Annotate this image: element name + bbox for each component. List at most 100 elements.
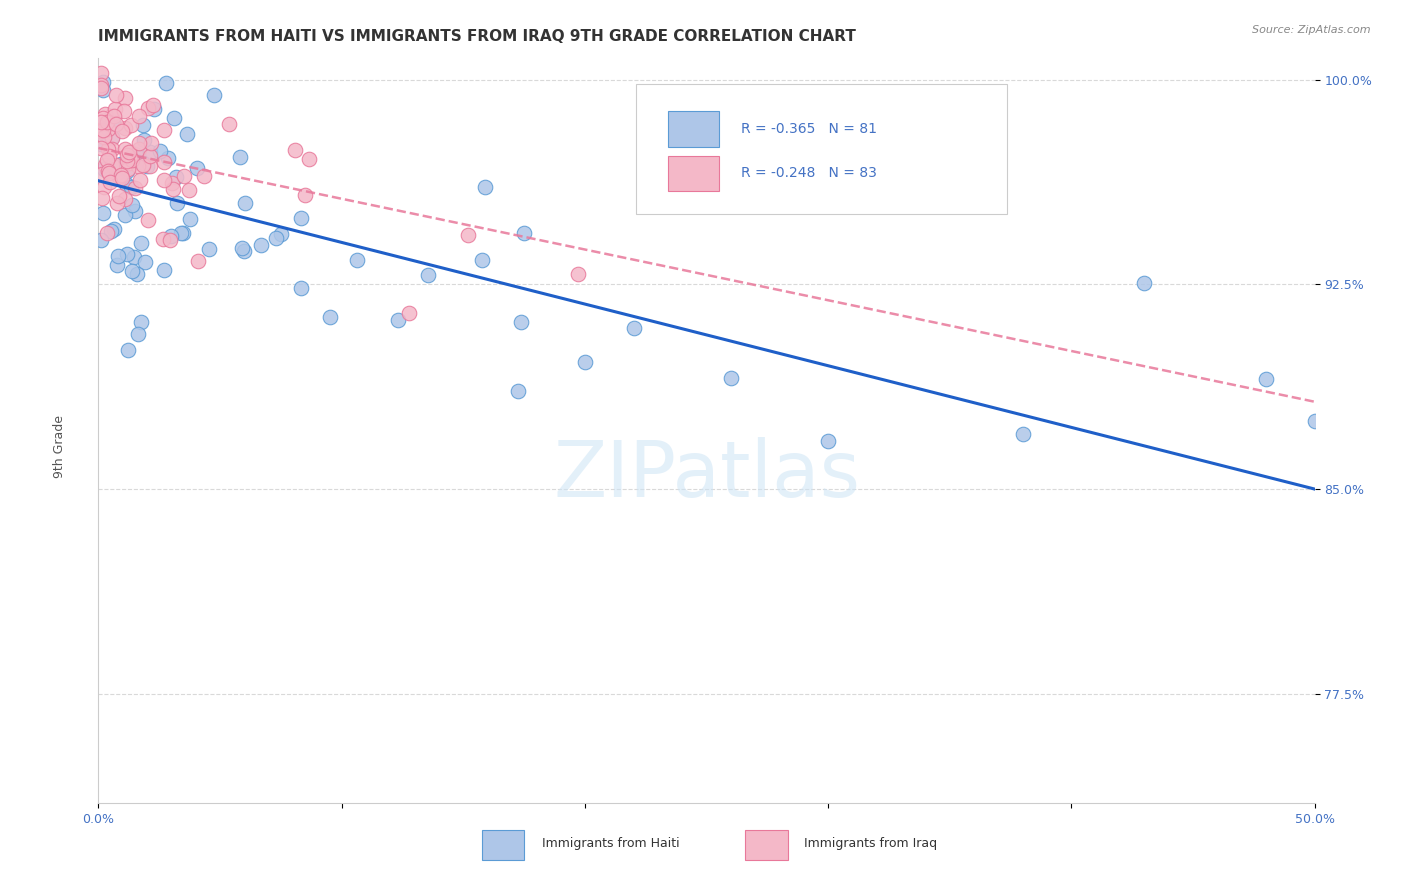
Point	[91, 205, 114, 219]
Point	[117, 343, 139, 357]
Point	[176, 127, 198, 141]
Point	[298, 152, 321, 166]
Point	[97, 122, 120, 136]
Point	[118, 145, 141, 159]
Point	[93, 180, 115, 194]
Text: R = -0.248   N = 83: R = -0.248 N = 83	[741, 167, 876, 180]
Point	[96, 153, 118, 167]
Point	[152, 263, 174, 277]
Point	[153, 122, 176, 136]
Point	[121, 198, 143, 212]
Point	[96, 115, 118, 129]
Point	[91, 123, 114, 137]
Point	[90, 136, 112, 151]
Point	[125, 267, 148, 281]
Point	[91, 111, 114, 125]
Point	[107, 250, 129, 264]
Point	[156, 151, 179, 165]
Point	[111, 124, 134, 138]
Point	[128, 150, 150, 164]
Point	[110, 157, 132, 171]
Point	[94, 107, 117, 121]
Point	[97, 163, 120, 178]
Point	[136, 212, 159, 227]
FancyBboxPatch shape	[745, 830, 787, 860]
Point	[90, 191, 112, 205]
Point	[98, 166, 121, 180]
Text: R = -0.365   N = 81: R = -0.365 N = 81	[741, 121, 876, 136]
Point	[135, 159, 157, 173]
Point	[90, 233, 112, 247]
Point	[124, 146, 146, 161]
Point	[90, 80, 112, 95]
FancyBboxPatch shape	[481, 830, 524, 860]
Point	[172, 226, 194, 240]
Point	[101, 130, 124, 145]
Point	[97, 142, 120, 156]
Text: 9th Grade: 9th Grade	[52, 415, 66, 477]
Point	[139, 159, 162, 173]
Text: Immigrants from Iraq: Immigrants from Iraq	[804, 838, 936, 850]
Point	[166, 196, 188, 211]
Point	[143, 102, 166, 116]
Point	[162, 182, 184, 196]
Point	[474, 179, 496, 194]
Point	[96, 226, 118, 240]
Point	[125, 154, 148, 169]
Point	[108, 189, 131, 203]
Point	[193, 169, 215, 183]
Point	[160, 176, 183, 190]
Point	[107, 258, 129, 272]
Point	[114, 120, 136, 135]
Point	[229, 150, 252, 164]
Point	[132, 119, 155, 133]
Point	[471, 253, 494, 268]
Point	[100, 223, 122, 237]
Point	[115, 164, 138, 178]
Point	[101, 158, 124, 172]
Point	[233, 244, 256, 258]
Point	[118, 150, 141, 164]
Text: ZIPatlas: ZIPatlas	[553, 437, 860, 513]
Point	[128, 109, 150, 123]
Point	[117, 154, 139, 169]
Point	[134, 255, 156, 269]
Point	[233, 195, 256, 210]
Point	[120, 153, 142, 167]
Point	[114, 192, 136, 206]
Point	[457, 227, 479, 242]
Point	[179, 212, 201, 227]
Point	[111, 170, 134, 185]
Point	[294, 188, 316, 202]
Point	[132, 133, 155, 147]
Point	[90, 65, 112, 79]
Point	[169, 227, 191, 241]
Point	[398, 306, 420, 320]
FancyBboxPatch shape	[668, 155, 718, 191]
Text: IMMIGRANTS FROM HAITI VS IMMIGRANTS FROM IRAQ 9TH GRADE CORRELATION CHART: IMMIGRANTS FROM HAITI VS IMMIGRANTS FROM…	[98, 29, 856, 45]
Point	[290, 281, 312, 295]
Point	[120, 118, 142, 132]
Text: Source: ZipAtlas.com: Source: ZipAtlas.com	[1253, 25, 1371, 35]
Point	[121, 264, 143, 278]
Point	[264, 231, 287, 245]
Point	[149, 144, 172, 158]
Point	[121, 153, 143, 167]
Point	[387, 313, 409, 327]
Point	[136, 102, 159, 116]
Point	[114, 142, 136, 156]
Point	[124, 181, 146, 195]
Point	[90, 167, 112, 181]
Point	[105, 196, 128, 211]
Point	[129, 315, 152, 329]
Point	[117, 148, 139, 162]
Point	[513, 226, 536, 240]
Point	[94, 117, 117, 131]
Point	[127, 159, 149, 173]
Point	[103, 102, 125, 116]
Point	[108, 158, 131, 172]
Point	[122, 251, 145, 265]
Point	[284, 143, 307, 157]
Point	[346, 253, 368, 268]
Point	[104, 88, 127, 103]
